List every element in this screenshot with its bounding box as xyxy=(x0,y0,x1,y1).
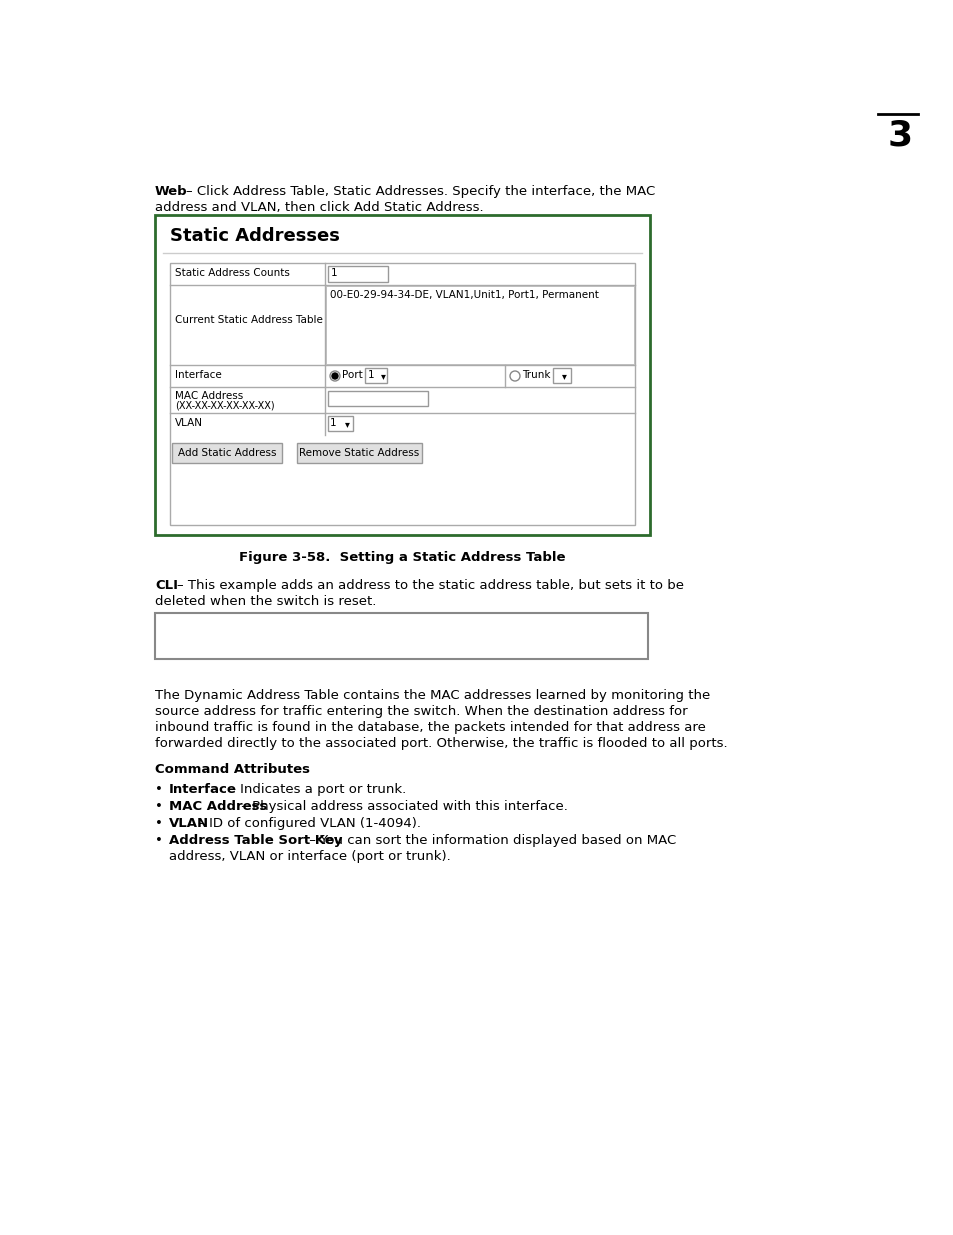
Text: MAC Address: MAC Address xyxy=(169,800,267,813)
FancyBboxPatch shape xyxy=(296,443,421,463)
Text: CLI: CLI xyxy=(154,579,178,592)
Text: 1: 1 xyxy=(368,370,375,380)
Text: – Indicates a port or trunk.: – Indicates a port or trunk. xyxy=(225,783,406,797)
Text: Trunk: Trunk xyxy=(521,370,550,380)
Text: address and VLAN, then click Add Static Address.: address and VLAN, then click Add Static … xyxy=(154,201,483,214)
Text: Port: Port xyxy=(341,370,362,380)
FancyBboxPatch shape xyxy=(170,263,635,525)
Text: ▾: ▾ xyxy=(380,370,385,382)
Text: deleted when the switch is reset.: deleted when the switch is reset. xyxy=(154,595,376,608)
Text: •: • xyxy=(154,783,163,797)
Text: The Dynamic Address Table contains the MAC addresses learned by monitoring the: The Dynamic Address Table contains the M… xyxy=(154,689,709,701)
Text: Command Attributes: Command Attributes xyxy=(154,763,310,776)
Circle shape xyxy=(512,373,517,379)
Text: – Click Address Table, Static Addresses. Specify the interface, the MAC: – Click Address Table, Static Addresses.… xyxy=(186,185,655,198)
FancyBboxPatch shape xyxy=(365,368,387,383)
Text: Remove Static Address: Remove Static Address xyxy=(299,448,419,458)
FancyBboxPatch shape xyxy=(328,416,353,431)
FancyBboxPatch shape xyxy=(326,287,634,364)
Text: Static Addresses: Static Addresses xyxy=(170,227,339,245)
Text: MAC Address: MAC Address xyxy=(174,391,243,401)
Text: Address Table Sort Key: Address Table Sort Key xyxy=(169,834,342,847)
Text: – You can sort the information displayed based on MAC: – You can sort the information displayed… xyxy=(305,834,676,847)
Text: Figure 3-58.  Setting a Static Address Table: Figure 3-58. Setting a Static Address Ta… xyxy=(239,551,565,564)
FancyBboxPatch shape xyxy=(172,443,282,463)
Text: forwarded directly to the associated port. Otherwise, the traffic is flooded to : forwarded directly to the associated por… xyxy=(154,737,727,750)
Text: Static Address Counts: Static Address Counts xyxy=(174,268,290,278)
Text: – This example adds an address to the static address table, but sets it to be: – This example adds an address to the st… xyxy=(177,579,683,592)
Text: address, VLAN or interface (port or trunk).: address, VLAN or interface (port or trun… xyxy=(169,850,450,863)
Text: inbound traffic is found in the database, the packets intended for that address : inbound traffic is found in the database… xyxy=(154,721,705,734)
FancyBboxPatch shape xyxy=(154,215,649,535)
Text: •: • xyxy=(154,800,163,813)
Text: Add Static Address: Add Static Address xyxy=(177,448,276,458)
Text: 1: 1 xyxy=(331,268,337,278)
Text: •: • xyxy=(154,834,163,847)
Text: VLAN: VLAN xyxy=(169,818,209,830)
Text: 3: 3 xyxy=(886,119,912,152)
Text: 1: 1 xyxy=(330,417,336,429)
Text: Interface: Interface xyxy=(174,370,221,380)
Text: ▾: ▾ xyxy=(561,370,566,382)
FancyBboxPatch shape xyxy=(553,368,571,383)
Text: Current Static Address Table: Current Static Address Table xyxy=(174,315,322,325)
Text: •: • xyxy=(154,818,163,830)
Text: source address for traffic entering the switch. When the destination address for: source address for traffic entering the … xyxy=(154,705,687,718)
Text: (XX-XX-XX-XX-XX-XX): (XX-XX-XX-XX-XX-XX) xyxy=(174,401,274,411)
Text: VLAN: VLAN xyxy=(174,417,203,429)
FancyBboxPatch shape xyxy=(328,266,388,282)
FancyBboxPatch shape xyxy=(154,613,647,659)
Text: Web: Web xyxy=(154,185,188,198)
Circle shape xyxy=(332,373,337,379)
Text: ▾: ▾ xyxy=(345,419,350,429)
Text: Interface: Interface xyxy=(169,783,236,797)
Text: – Physical address associated with this interface.: – Physical address associated with this … xyxy=(237,800,567,813)
FancyBboxPatch shape xyxy=(328,391,428,406)
Text: 00-E0-29-94-34-DE, VLAN1,Unit1, Port1, Permanent: 00-E0-29-94-34-DE, VLAN1,Unit1, Port1, P… xyxy=(330,290,598,300)
Text: – ID of configured VLAN (1-4094).: – ID of configured VLAN (1-4094). xyxy=(193,818,420,830)
